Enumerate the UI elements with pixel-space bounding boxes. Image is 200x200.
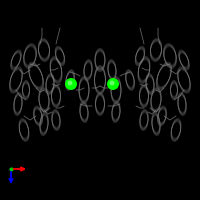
Circle shape (66, 79, 76, 89)
Circle shape (108, 79, 118, 89)
Circle shape (110, 81, 114, 85)
Circle shape (68, 81, 72, 85)
